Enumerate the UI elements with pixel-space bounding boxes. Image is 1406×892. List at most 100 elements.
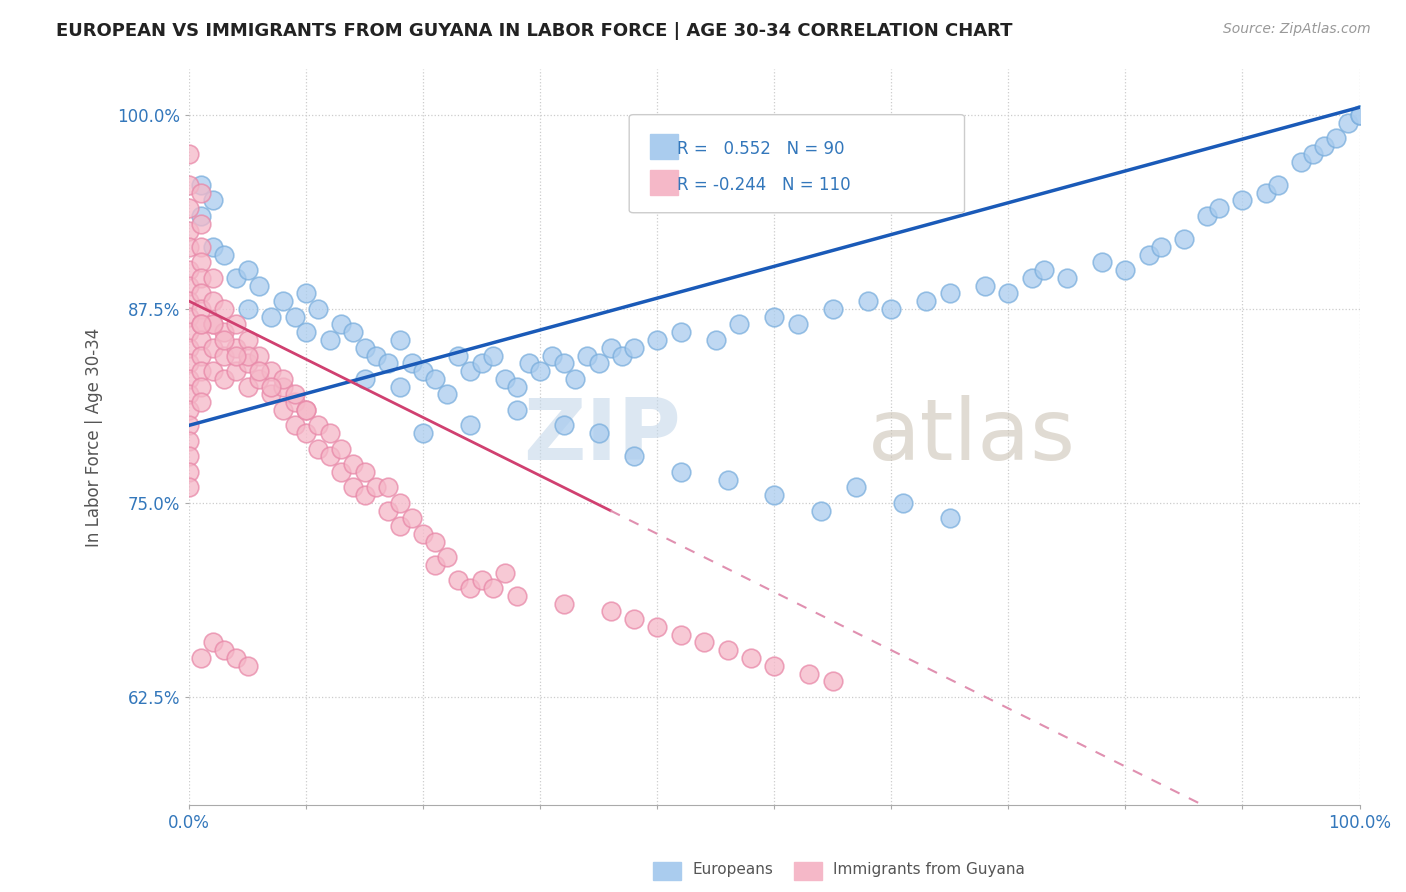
Point	[1267, 178, 1289, 192]
Point	[1337, 116, 1360, 130]
Point	[669, 465, 692, 479]
Point	[623, 450, 645, 464]
Point	[716, 473, 738, 487]
Point	[295, 402, 318, 417]
Point	[1173, 232, 1195, 246]
Point	[190, 217, 212, 231]
Point	[190, 318, 212, 332]
Point	[283, 418, 305, 433]
Point	[1091, 255, 1114, 269]
Point	[623, 341, 645, 355]
Point	[891, 496, 914, 510]
Point	[821, 301, 844, 316]
Point	[179, 387, 201, 401]
Point	[915, 294, 938, 309]
Point	[716, 643, 738, 657]
Point	[939, 286, 962, 301]
Point	[353, 341, 375, 355]
Point	[740, 651, 762, 665]
Point	[179, 294, 201, 309]
Point	[225, 271, 247, 285]
Point	[179, 450, 201, 464]
Point	[1032, 263, 1054, 277]
Point	[295, 325, 318, 339]
Point	[401, 511, 423, 525]
Point	[190, 186, 212, 200]
Point	[201, 271, 224, 285]
Point	[458, 581, 481, 595]
Point	[179, 341, 201, 355]
Point	[821, 674, 844, 689]
Point	[179, 418, 201, 433]
Text: R =   0.552   N = 90: R = 0.552 N = 90	[678, 140, 845, 158]
Point	[529, 364, 551, 378]
Point	[190, 209, 212, 223]
Point	[693, 635, 716, 649]
Point	[494, 372, 516, 386]
Point	[307, 301, 329, 316]
Point	[763, 310, 786, 324]
Point	[939, 511, 962, 525]
Point	[366, 349, 388, 363]
Point	[295, 402, 318, 417]
Point	[190, 271, 212, 285]
Point	[588, 426, 610, 441]
Point	[1254, 186, 1277, 200]
Point	[1197, 209, 1219, 223]
Point	[576, 349, 599, 363]
Point	[647, 333, 669, 347]
Point	[342, 457, 364, 471]
Point	[553, 597, 575, 611]
Text: atlas: atlas	[868, 395, 1076, 478]
Text: Source: ZipAtlas.com: Source: ZipAtlas.com	[1223, 22, 1371, 37]
Point	[236, 263, 259, 277]
Point	[179, 402, 201, 417]
Point	[201, 364, 224, 378]
Point	[179, 224, 201, 238]
Point	[179, 263, 201, 277]
Point	[271, 402, 294, 417]
Point	[388, 333, 411, 347]
Point	[1289, 154, 1312, 169]
Point	[283, 310, 305, 324]
Point	[471, 574, 494, 588]
Point	[179, 465, 201, 479]
Point	[786, 318, 808, 332]
Point	[763, 658, 786, 673]
Point	[377, 503, 399, 517]
Point	[436, 550, 458, 565]
Point	[179, 356, 201, 370]
Point	[612, 349, 634, 363]
Point	[214, 333, 236, 347]
Point	[506, 379, 529, 393]
Point	[201, 194, 224, 208]
Point	[669, 628, 692, 642]
Point	[179, 146, 201, 161]
Point	[236, 379, 259, 393]
Point	[1137, 248, 1160, 262]
Point	[214, 643, 236, 657]
Point	[214, 325, 236, 339]
Point	[1208, 201, 1230, 215]
Point	[260, 379, 283, 393]
Point	[249, 278, 271, 293]
Point	[307, 418, 329, 433]
Point	[458, 364, 481, 378]
Text: EUROPEAN VS IMMIGRANTS FROM GUYANA IN LABOR FORCE | AGE 30-34 CORRELATION CHART: EUROPEAN VS IMMIGRANTS FROM GUYANA IN LA…	[56, 22, 1012, 40]
Point	[283, 387, 305, 401]
Text: ZIP: ZIP	[523, 395, 681, 478]
Point	[307, 442, 329, 456]
Point	[190, 349, 212, 363]
Point	[704, 333, 727, 347]
Point	[190, 255, 212, 269]
Point	[997, 286, 1019, 301]
Point	[482, 349, 505, 363]
Point	[190, 301, 212, 316]
Point	[236, 658, 259, 673]
Point	[588, 356, 610, 370]
Point	[1114, 263, 1136, 277]
Point	[201, 635, 224, 649]
Point	[647, 620, 669, 634]
Point	[214, 248, 236, 262]
Point	[423, 558, 446, 572]
